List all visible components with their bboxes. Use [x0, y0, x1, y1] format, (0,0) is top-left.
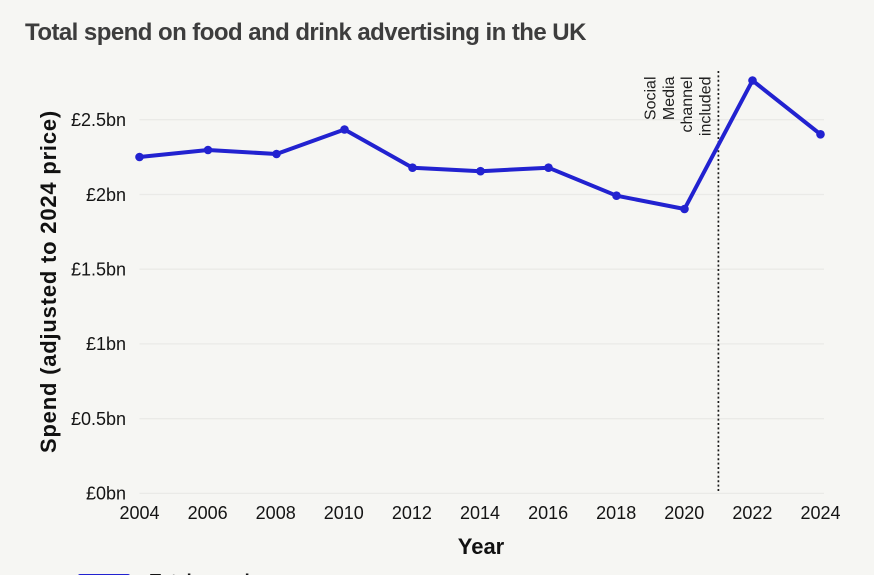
svg-text:£1.5bn: £1.5bn — [71, 260, 126, 280]
svg-text:£1bn: £1bn — [86, 334, 126, 354]
svg-text:£0.5bn: £0.5bn — [71, 409, 126, 429]
svg-text:2014: 2014 — [460, 503, 500, 523]
svg-text:£2bn: £2bn — [86, 185, 126, 205]
svg-text:2012: 2012 — [392, 503, 432, 523]
svg-text:£2.5bn: £2.5bn — [71, 110, 126, 130]
svg-text:Media: Media — [661, 76, 678, 120]
svg-text:2024: 2024 — [800, 503, 840, 523]
svg-text:Year: Year — [458, 534, 505, 559]
svg-text:Total spend: Total spend — [150, 571, 250, 575]
svg-text:Spend (adjusted to 2024 price): Spend (adjusted to 2024 price) — [36, 110, 61, 453]
svg-text:2006: 2006 — [188, 503, 228, 523]
svg-text:2016: 2016 — [528, 503, 568, 523]
svg-text:2020: 2020 — [664, 503, 704, 523]
svg-text:£0bn: £0bn — [86, 484, 126, 504]
svg-text:2022: 2022 — [732, 503, 772, 523]
svg-text:channel: channel — [679, 77, 696, 133]
svg-text:2010: 2010 — [324, 503, 364, 523]
svg-text:Social: Social — [643, 77, 660, 121]
svg-text:2018: 2018 — [596, 503, 636, 523]
svg-text:included: included — [698, 77, 715, 137]
svg-text:2004: 2004 — [119, 503, 159, 523]
svg-text:2008: 2008 — [256, 503, 296, 523]
